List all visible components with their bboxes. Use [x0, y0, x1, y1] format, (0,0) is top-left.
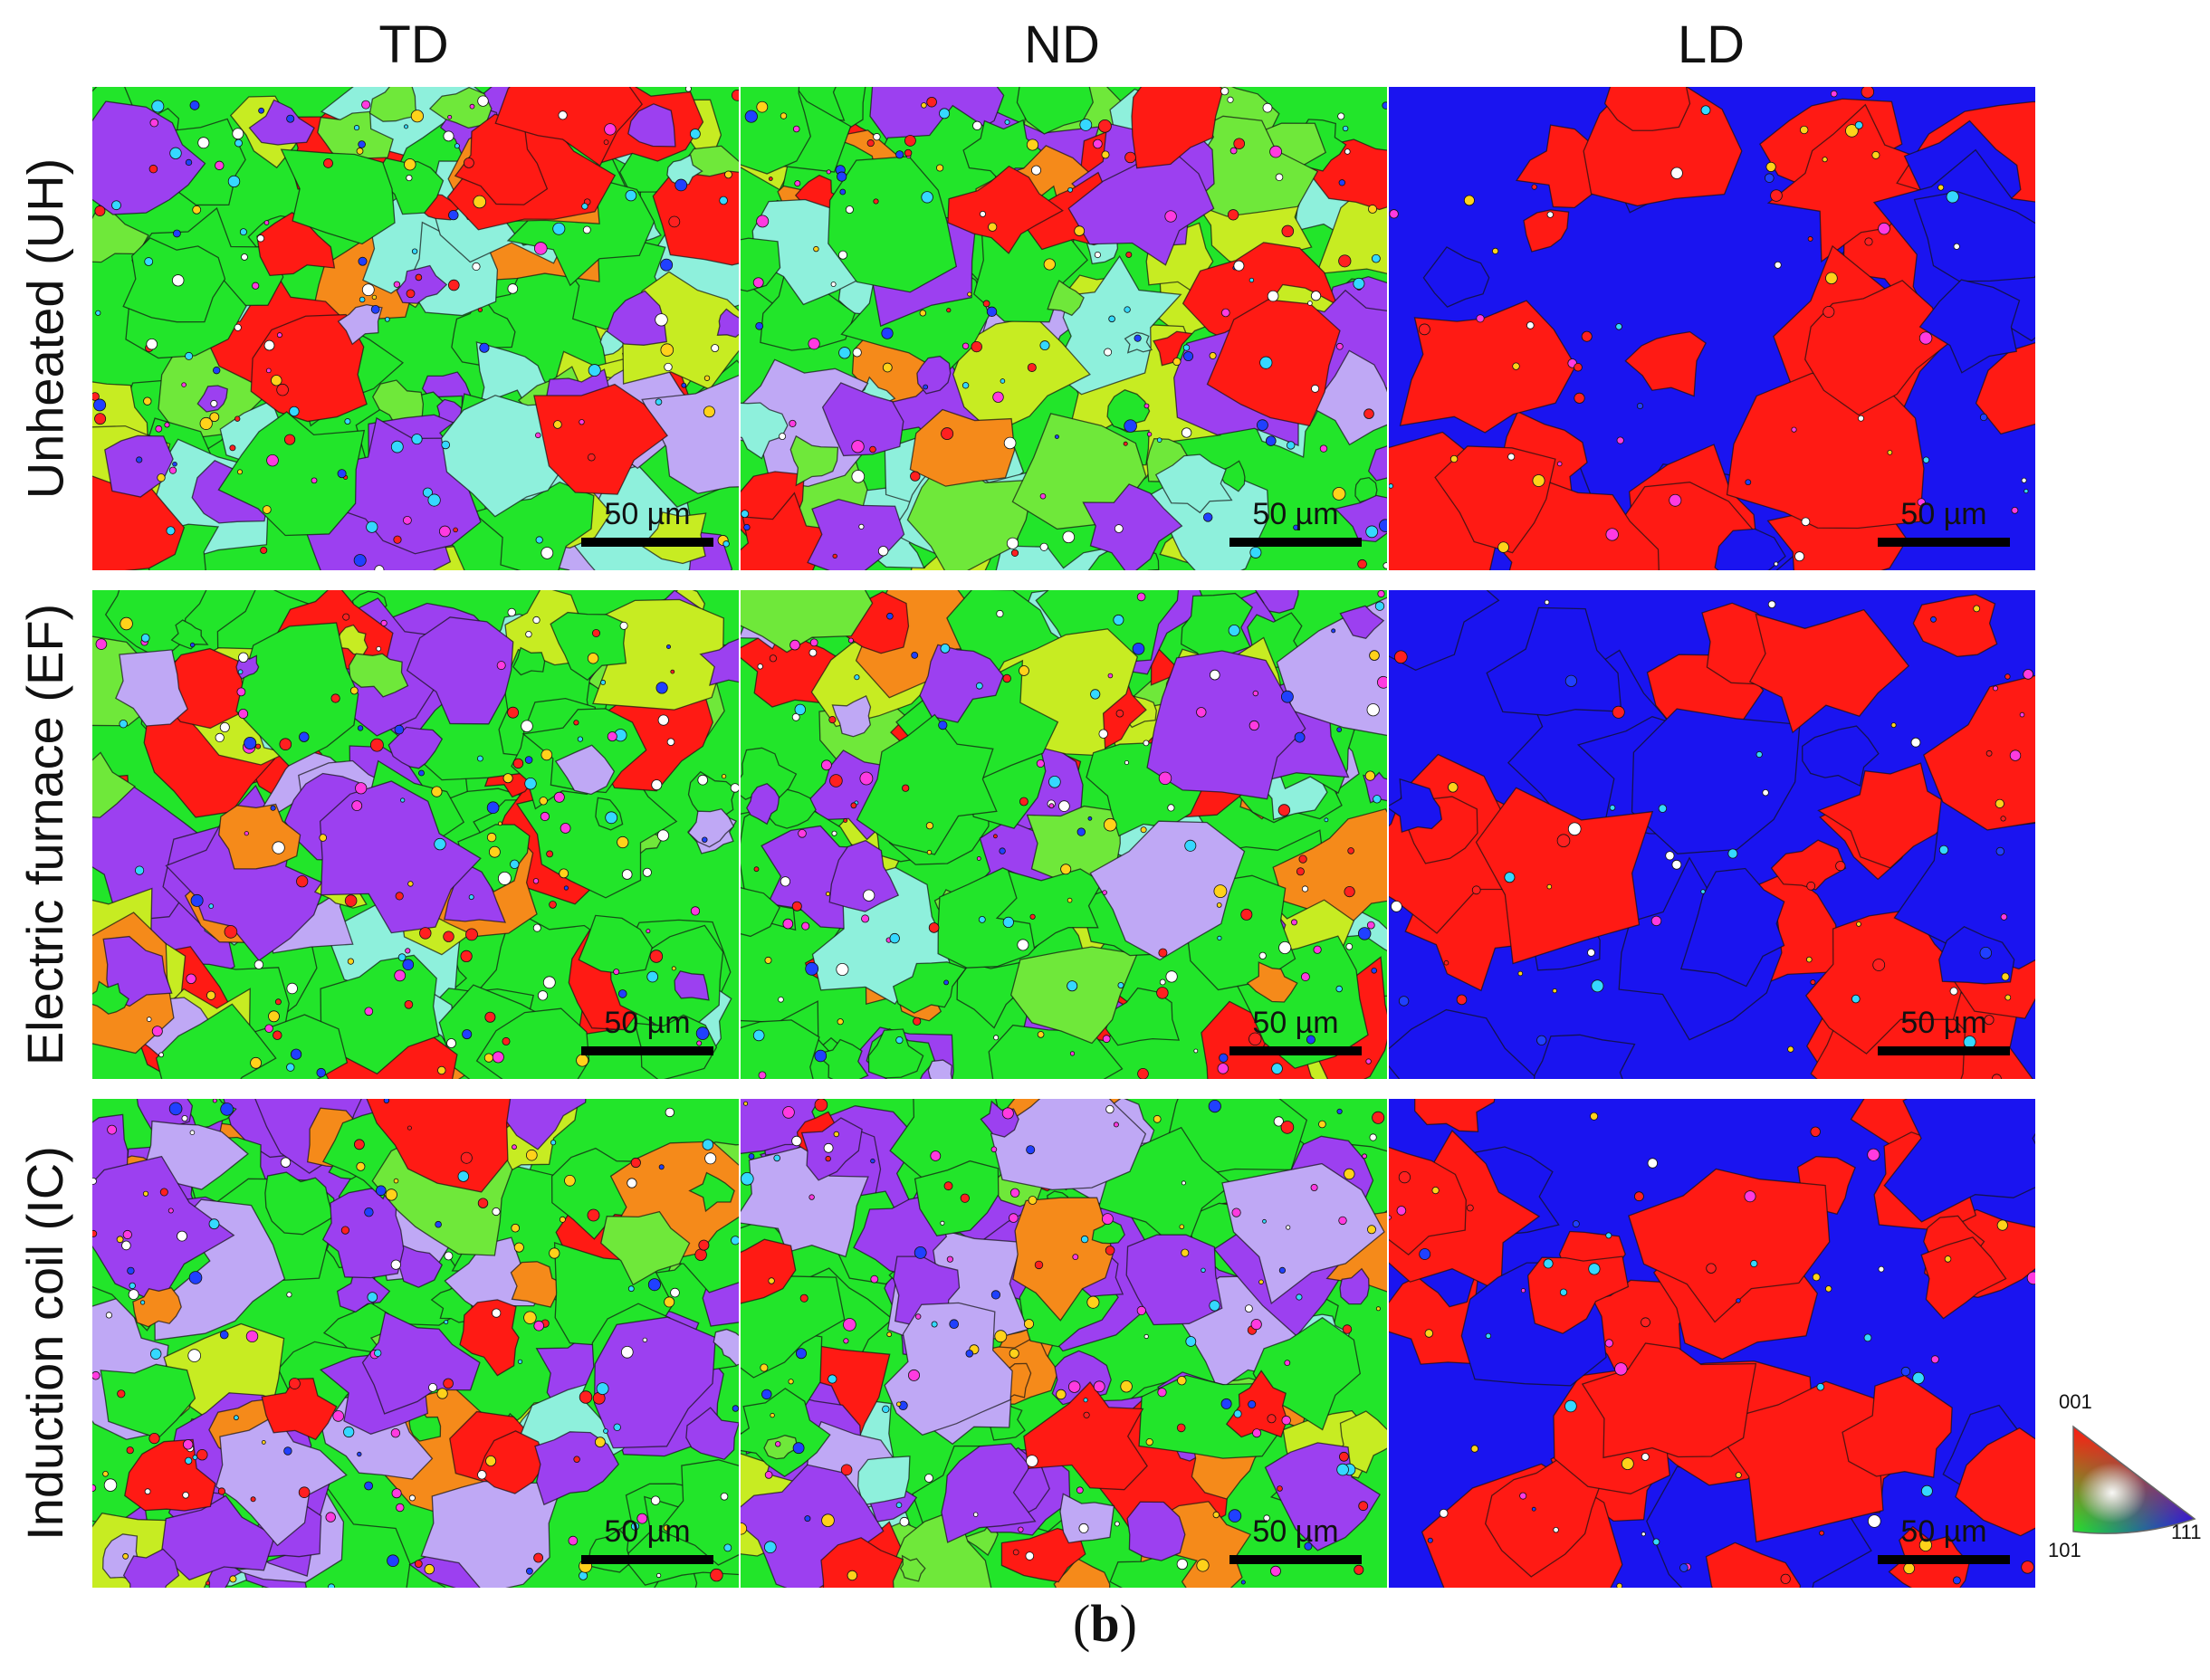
- scale-bar: 50 µm: [1878, 1515, 2010, 1568]
- ebsd-map-ef-nd: 50 µm: [741, 590, 1387, 1079]
- scale-bar-label: 50 µm: [604, 497, 691, 531]
- column-header-td: TD: [378, 15, 449, 74]
- legend-label-111: 111: [2171, 1521, 2202, 1543]
- scale-bar-label: 50 µm: [1900, 1514, 1987, 1549]
- scale-bar-line: [1878, 1555, 2010, 1564]
- scale-bar-line: [1229, 1046, 1362, 1055]
- scale-bar: 50 µm: [1229, 1007, 1362, 1059]
- ipf-triangle-icon: [2072, 1425, 2196, 1534]
- ebsd-map-ef-ld: 50 µm: [1389, 590, 2035, 1079]
- scale-bar-line: [581, 538, 713, 547]
- scale-bar-line: [581, 1046, 713, 1055]
- column-header-nd: ND: [1024, 15, 1100, 74]
- figure-caption: (b): [0, 1593, 2210, 1654]
- scale-bar: 50 µm: [581, 1515, 713, 1568]
- scale-bar-label: 50 µm: [604, 1514, 691, 1549]
- scale-bar-label: 50 µm: [1252, 1006, 1339, 1040]
- scale-bar: 50 µm: [1878, 498, 2010, 550]
- ebsd-map-ic-nd: 50 µm: [741, 1099, 1387, 1588]
- ebsd-map-ic-td: 50 µm: [92, 1099, 739, 1588]
- row-label-ic: Induction coil (IC): [0, 1099, 91, 1588]
- scale-bar-label: 50 µm: [1900, 497, 1987, 531]
- legend-label-001: 001: [2059, 1390, 2092, 1413]
- ebsd-map-ef-td: 50 µm: [92, 590, 739, 1079]
- scale-bar-line: [1878, 538, 2010, 547]
- row-label-text: Unheated (UH): [16, 158, 74, 500]
- scale-bar: 50 µm: [1229, 498, 1362, 550]
- ebsd-map-uh-td: 50 µm: [92, 87, 739, 570]
- scale-bar: 50 µm: [1878, 1007, 2010, 1059]
- row-label-uh: Unheated (UH): [0, 87, 91, 570]
- ebsd-map-ic-ld: 50 µm: [1389, 1099, 2035, 1588]
- scale-bar-line: [1229, 538, 1362, 547]
- caption-close: ): [1119, 1594, 1137, 1653]
- row-label-text: Electric furnace (EF): [16, 603, 73, 1066]
- scale-bar-line: [1229, 1555, 1362, 1564]
- scale-bar-label: 50 µm: [604, 1006, 691, 1040]
- ebsd-map-uh-ld: 50 µm: [1389, 87, 2035, 570]
- legend-label-101: 101: [2048, 1539, 2081, 1561]
- row-label-text: Induction coil (IC): [16, 1146, 74, 1541]
- row-label-ef: Electric furnace (EF): [0, 590, 91, 1079]
- scale-bar-line: [1878, 1046, 2010, 1055]
- ebsd-map-uh-nd: 50 µm: [741, 87, 1387, 570]
- caption-open: (: [1073, 1594, 1091, 1653]
- scale-bar: 50 µm: [581, 498, 713, 550]
- caption-letter: b: [1090, 1594, 1120, 1653]
- scale-bar-label: 50 µm: [1900, 1006, 1987, 1040]
- scale-bar: 50 µm: [1229, 1515, 1362, 1568]
- column-header-ld: LD: [1677, 15, 1746, 74]
- scale-bar-label: 50 µm: [1252, 497, 1339, 531]
- scale-bar: 50 µm: [581, 1007, 713, 1059]
- scale-bar-label: 50 µm: [1252, 1514, 1339, 1549]
- scale-bar-line: [581, 1555, 713, 1564]
- ipf-color-key: 001 101 111: [2048, 1385, 2210, 1566]
